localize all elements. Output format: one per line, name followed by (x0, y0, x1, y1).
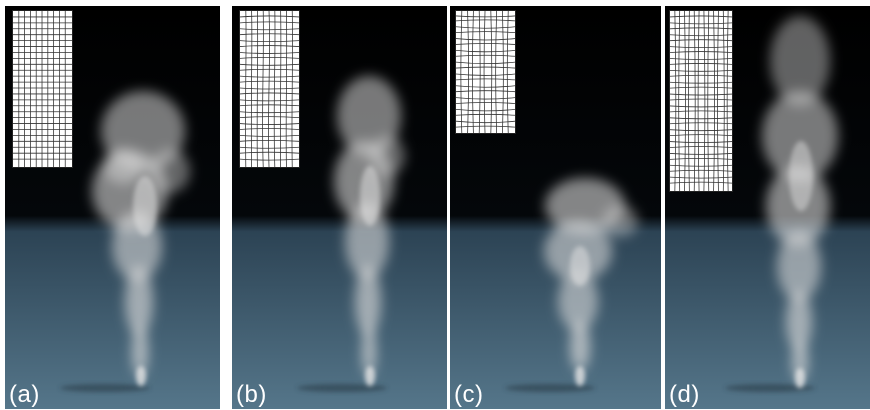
deformation-grid-b (239, 10, 300, 168)
panel-label-a: (a) (9, 381, 40, 408)
smoke-render-a (5, 6, 220, 409)
deformation-grid-d (669, 10, 733, 192)
panel-label-b: (b) (236, 381, 267, 408)
panel-label-d: (d) (669, 381, 700, 408)
smoke-panel-c: (c) (450, 6, 661, 409)
grid-lines-a (13, 11, 72, 167)
grid-lines-d (670, 11, 732, 191)
deformation-grid-c (455, 10, 516, 134)
panel-label-c: (c) (454, 381, 484, 408)
smoke-render-b (232, 6, 447, 409)
grid-lines-c (456, 11, 515, 133)
smoke-panel-d: (d) (665, 6, 870, 409)
grid-lines-b (240, 11, 299, 167)
deformation-grid-a (12, 10, 73, 168)
smoke-panel-a: (a) (5, 6, 220, 409)
smoke-panel-b: (b) (232, 6, 447, 409)
